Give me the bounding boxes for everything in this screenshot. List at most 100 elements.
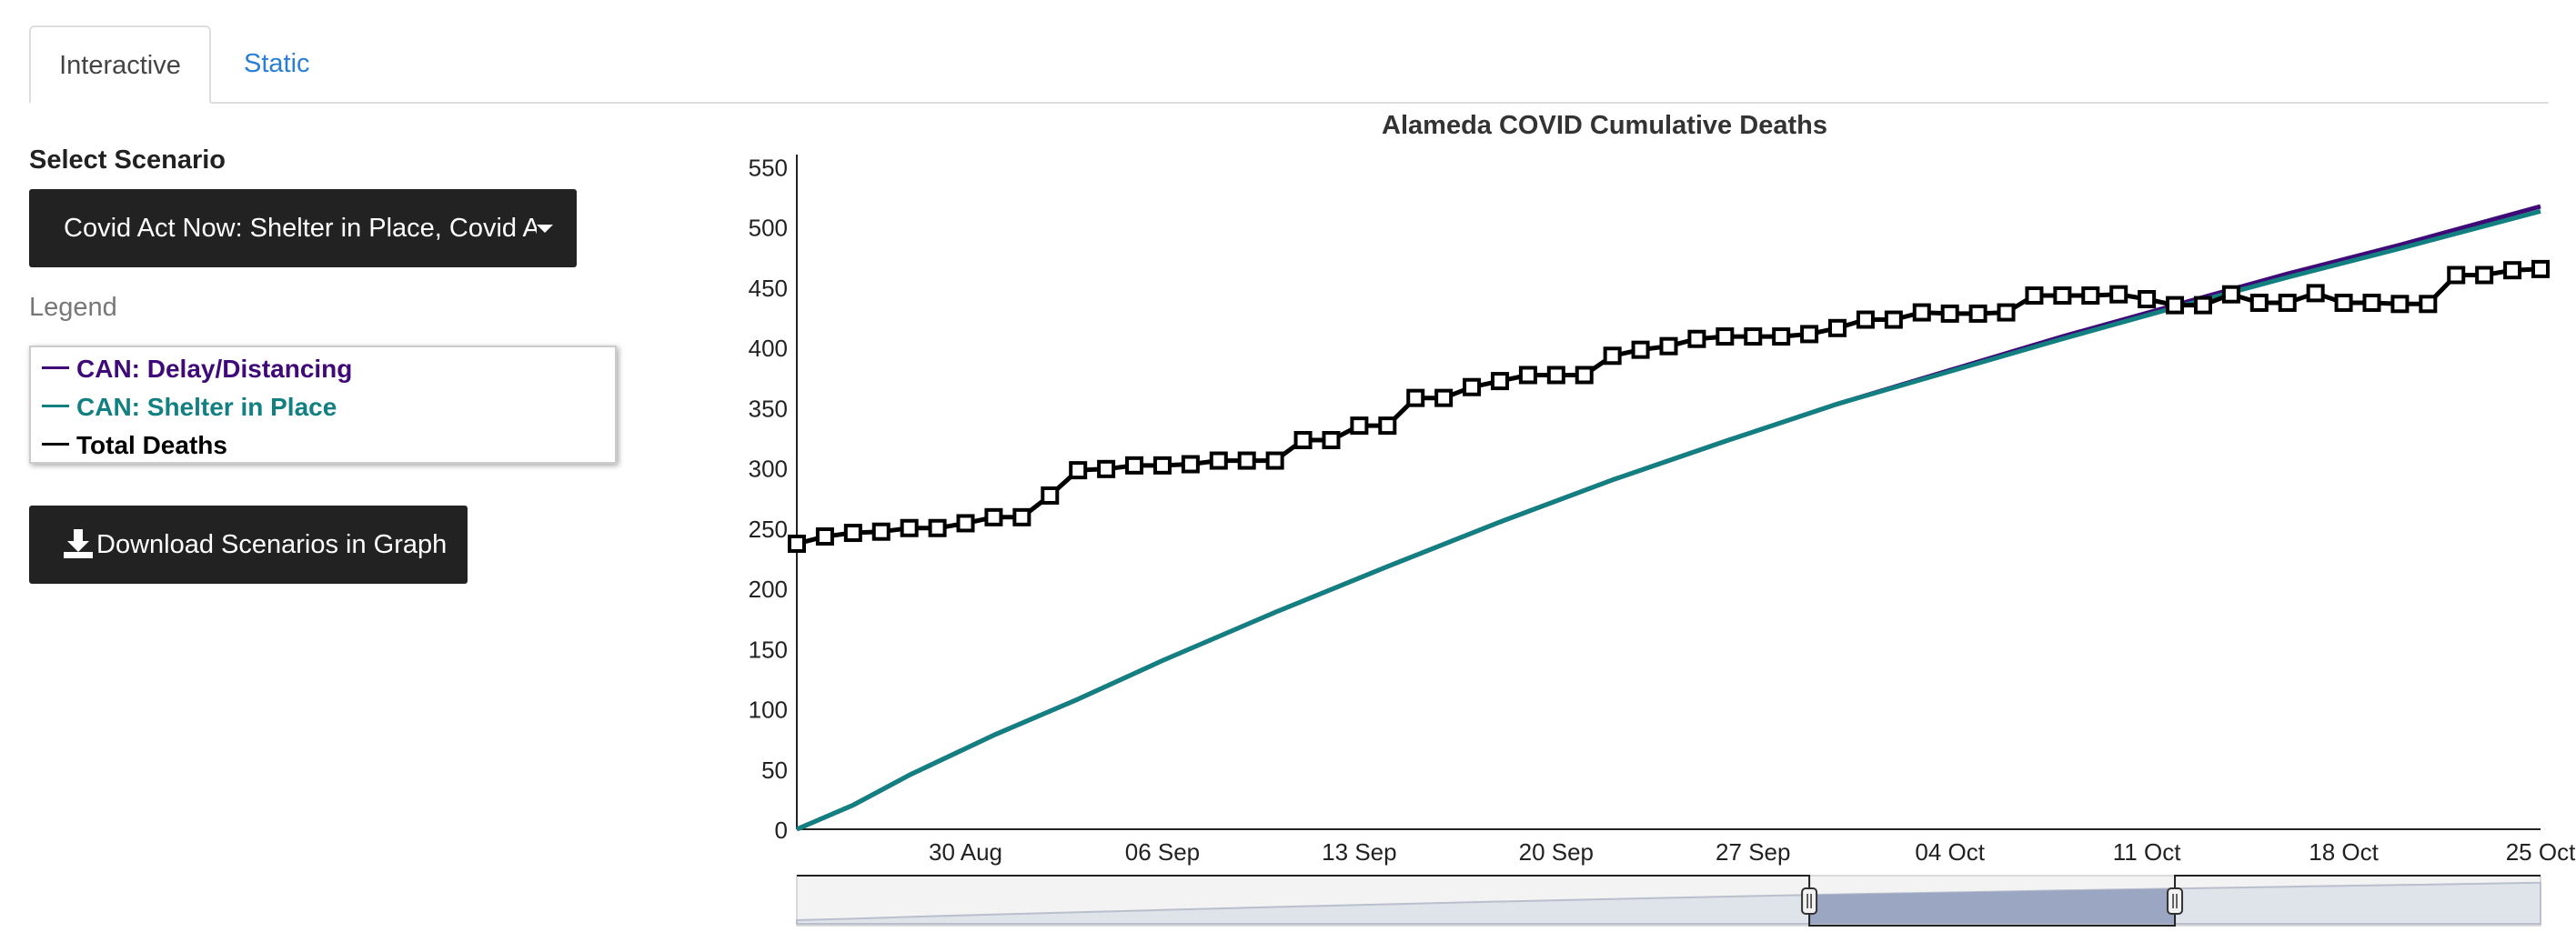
x-tick-label: 20 Sep — [1519, 838, 1594, 866]
scenario-dropdown[interactable]: Covid Act Now: Shelter in Place, Covid A… — [29, 189, 577, 267]
data-point-marker — [1687, 329, 1706, 348]
x-tick-label: 13 Sep — [1322, 838, 1396, 866]
legend-label: Legend — [29, 293, 117, 322]
x-tick-label: 25 Oct — [2506, 838, 2576, 866]
data-point-marker — [984, 507, 1003, 526]
data-point-marker — [956, 514, 975, 533]
download-icon — [64, 529, 93, 558]
tab-static[interactable]: Static — [244, 49, 310, 78]
data-point-marker — [1322, 431, 1341, 450]
x-tick-label: 06 Sep — [1125, 838, 1200, 866]
data-point-marker — [2362, 293, 2381, 312]
series-line-can-shelter-in-place — [796, 208, 2541, 832]
data-point-marker — [1097, 459, 1116, 478]
legend-item-label: CAN: Delay/Distancing — [76, 355, 353, 383]
x-tick-label: 04 Oct — [1915, 838, 1985, 866]
data-point-marker — [1828, 318, 1847, 337]
data-point-marker — [1716, 327, 1735, 346]
data-point-marker — [2503, 261, 2522, 280]
y-tick-label: 550 — [749, 154, 788, 181]
data-point-marker — [1968, 304, 1987, 323]
y-tick-label: 400 — [749, 335, 788, 362]
x-tick-label: 18 Oct — [2309, 838, 2379, 866]
legend-box: CAN: Delay/Distancing CAN: Shelter in Pl… — [29, 346, 617, 464]
navigator-outline — [797, 875, 2541, 927]
data-point-marker — [1575, 366, 1594, 385]
data-point-marker — [900, 518, 919, 537]
data-point-marker — [1997, 303, 2016, 322]
y-axis: 0 50 100 150 200 250 300 350 400 450 500 550 — [749, 154, 788, 844]
range-navigator[interactable] — [796, 875, 2541, 927]
y-tick-label: 500 — [749, 215, 788, 242]
data-point-marker — [1772, 327, 1791, 346]
data-point-marker — [1546, 366, 1565, 385]
chart-title: Alameda COVID Cumulative Deaths — [1382, 111, 1827, 140]
chevron-down-icon — [537, 225, 553, 233]
data-point-marker — [1181, 455, 1200, 474]
x-tick-label: 11 Oct — [2113, 838, 2181, 866]
legend-item-delay-distancing: CAN: Delay/Distancing — [42, 355, 352, 384]
tab-interactive[interactable]: Interactive — [29, 25, 211, 104]
data-point-marker — [2278, 293, 2297, 312]
data-point-marker — [1378, 416, 1397, 436]
navigator-handle-left[interactable] — [1801, 887, 1818, 915]
data-point-marker — [2166, 296, 2185, 315]
download-button-label: Download Scenarios in Graph — [96, 530, 448, 559]
legend-swatch — [42, 405, 69, 408]
data-point-marker — [2053, 286, 2072, 306]
y-tick-label: 150 — [749, 636, 788, 663]
y-tick-label: 300 — [749, 456, 788, 483]
y-tick-label: 200 — [749, 576, 788, 603]
data-point-marker — [1659, 336, 1678, 356]
data-point-marker — [1912, 303, 1931, 322]
data-point-marker — [1463, 377, 1482, 396]
legend-item-total-deaths: Total Deaths — [42, 431, 227, 460]
data-point-marker — [2249, 293, 2269, 312]
data-point-marker — [1518, 366, 1537, 385]
data-point-marker — [2193, 296, 2212, 315]
legend-item-label: CAN: Shelter in Place — [76, 393, 337, 421]
legend-item-label: Total Deaths — [76, 431, 227, 459]
y-tick-label: 450 — [749, 275, 788, 302]
y-tick-label: 350 — [749, 395, 788, 422]
data-point-marker — [1940, 304, 1959, 323]
navigator-handle-right[interactable] — [2167, 887, 2184, 915]
data-point-marker — [2306, 284, 2325, 303]
y-tick-label: 50 — [761, 757, 788, 784]
y-tick-label: 100 — [749, 696, 788, 724]
data-point-marker — [1125, 456, 1144, 475]
download-scenarios-button[interactable]: Download Scenarios in Graph — [29, 506, 468, 584]
data-point-marker — [1265, 451, 1284, 470]
data-point-marker — [928, 518, 947, 537]
data-point-marker — [2109, 285, 2128, 304]
legend-swatch — [42, 443, 69, 446]
data-point-marker — [1069, 461, 1088, 480]
data-point-marker — [1041, 486, 1060, 505]
data-point-marker — [2221, 285, 2240, 304]
data-point-marker — [1209, 451, 1228, 470]
data-point-marker — [2475, 266, 2494, 285]
x-tick-label: 30 Aug — [929, 838, 1002, 866]
data-point-marker — [1490, 372, 1509, 391]
navigator-selected-area — [1809, 888, 2176, 924]
data-point-marker — [1293, 431, 1313, 450]
data-point-marker — [871, 522, 891, 541]
data-point-marker — [1012, 507, 1031, 526]
tab-bar: Interactive Static — [29, 25, 2549, 104]
data-point-marker — [1856, 310, 1875, 329]
data-point-marker — [1406, 388, 1425, 407]
x-tick-label: 27 Sep — [1716, 838, 1790, 866]
data-point-marker — [1800, 325, 1819, 344]
data-point-marker — [1631, 340, 1650, 359]
scenario-selected-value: Covid Act Now: Shelter in Place, Covid A… — [64, 214, 537, 243]
legend-item-shelter-in-place: CAN: Shelter in Place — [42, 393, 337, 422]
data-point-marker — [2531, 259, 2550, 278]
select-scenario-label: Select Scenario — [29, 145, 226, 175]
data-point-marker — [1237, 451, 1256, 470]
data-point-marker — [843, 524, 862, 543]
data-point-marker — [2138, 290, 2157, 308]
x-axis: 30 Aug 06 Sep 13 Sep 20 Sep 27 Sep 04 Oct 11 O… — [929, 838, 2576, 866]
data-point-marker — [1744, 327, 1763, 346]
y-tick-label: 250 — [749, 516, 788, 543]
